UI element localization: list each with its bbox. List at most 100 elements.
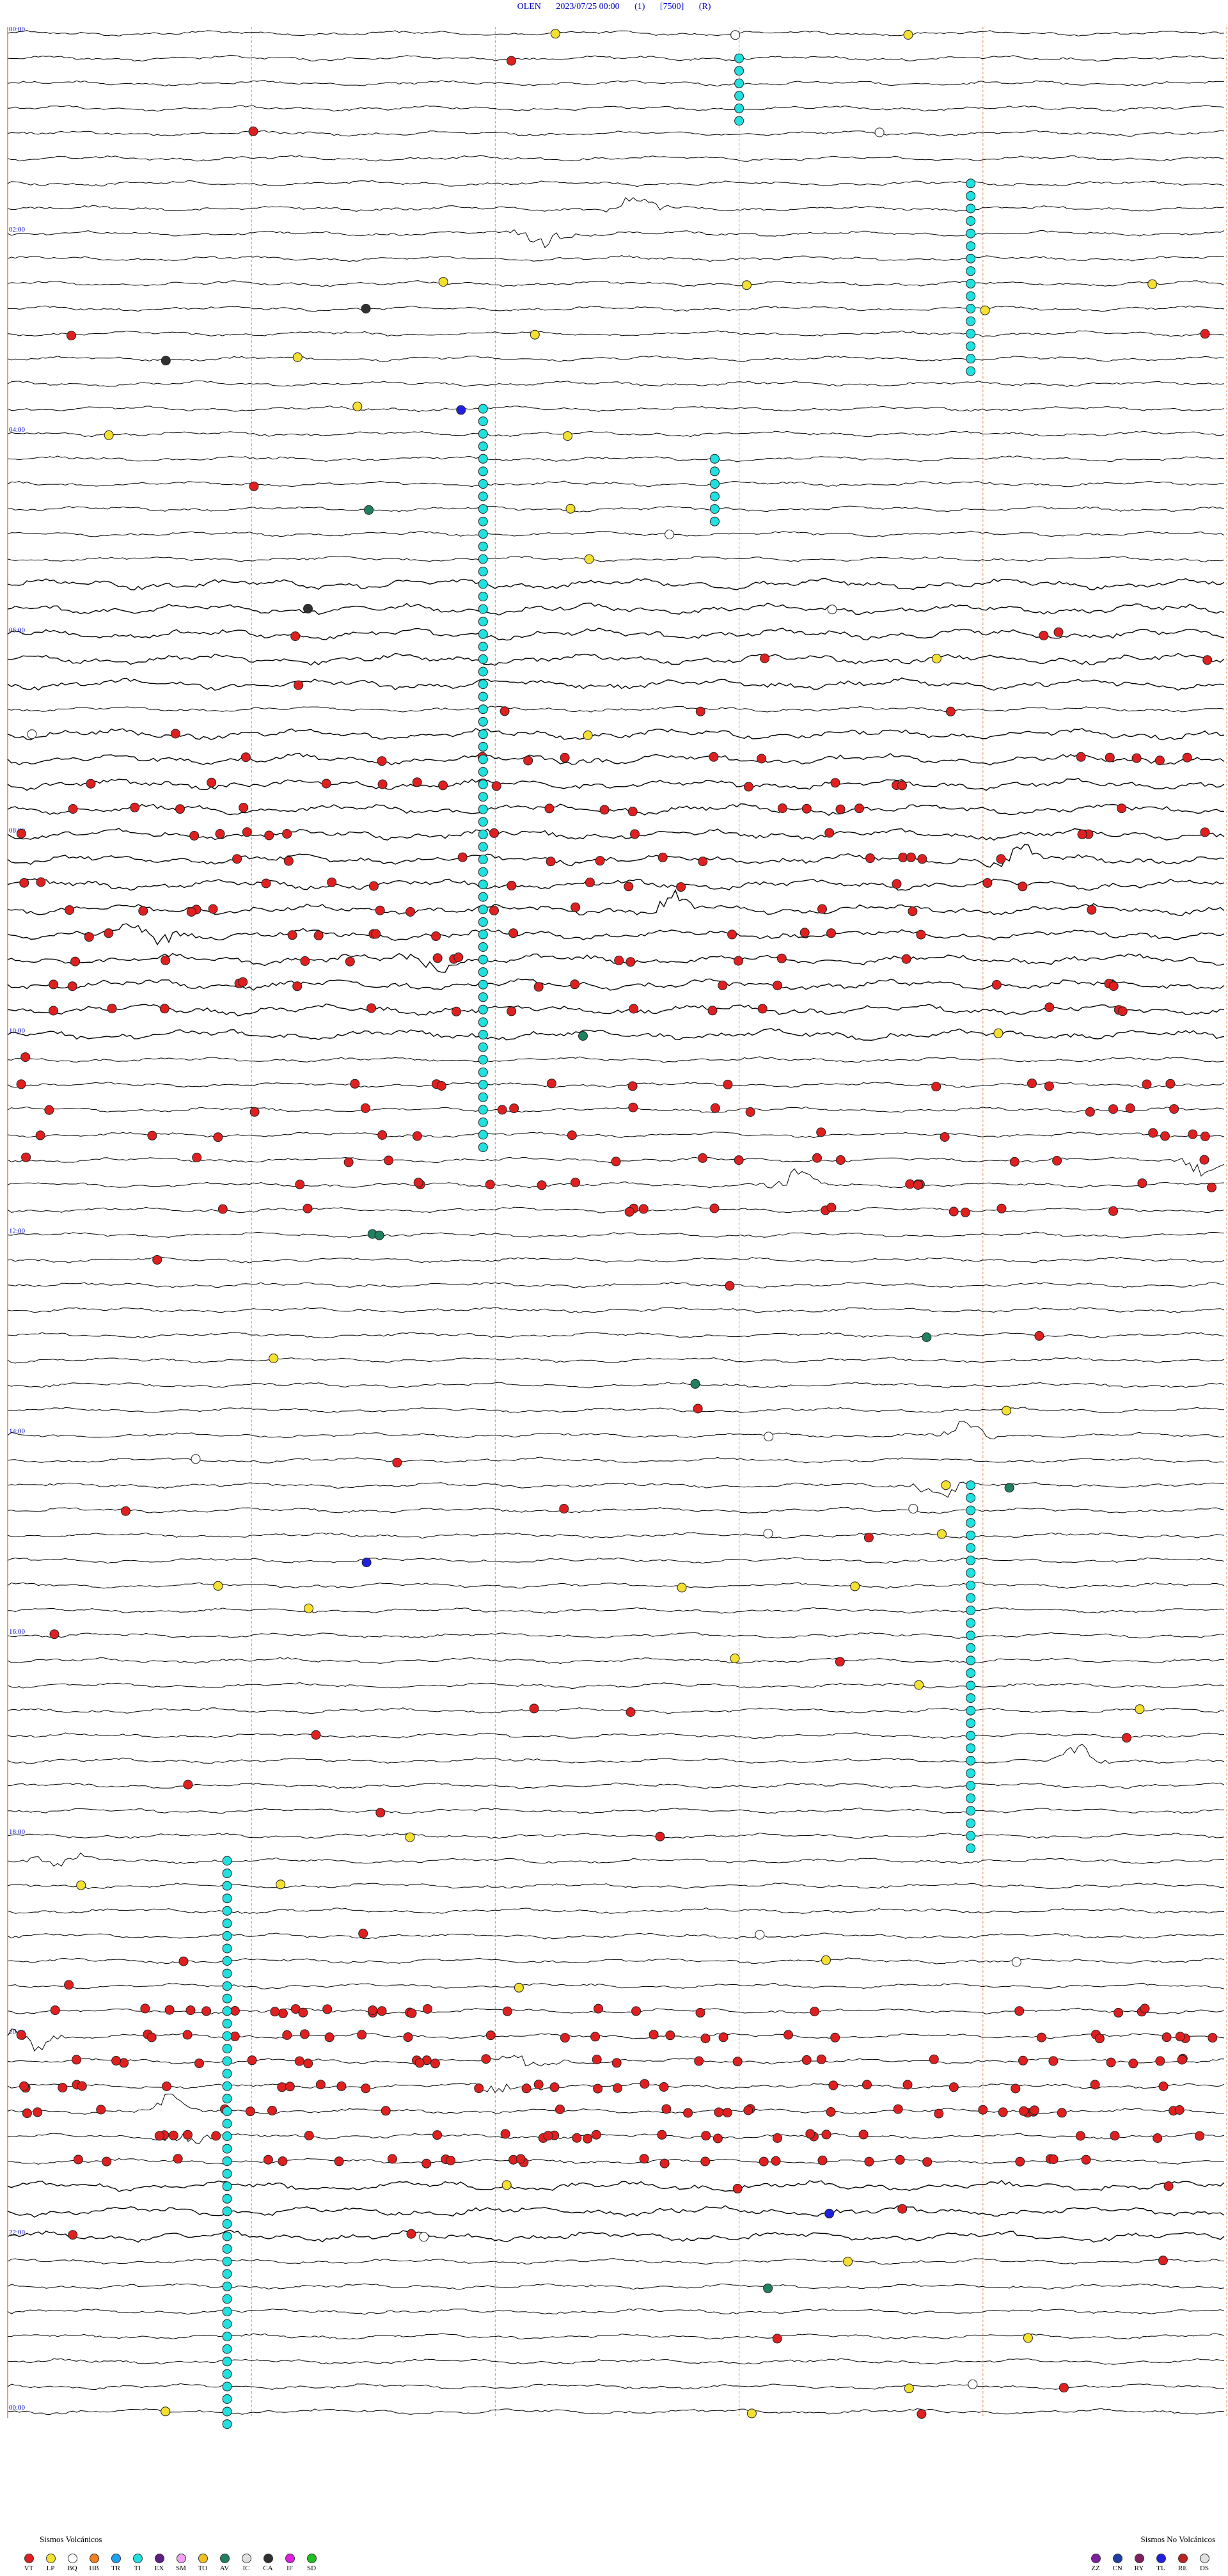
event-marker <box>584 554 594 564</box>
event-marker <box>1128 2058 1138 2069</box>
legend-swatch <box>111 2554 121 2563</box>
event-marker <box>371 929 381 939</box>
legend-label: SD <box>306 2564 317 2572</box>
event-marker <box>931 1082 941 1092</box>
chart-header: OLEN 2023/07/25 00:00 (1) [7500] (R) <box>0 0 1228 14</box>
event-marker <box>412 777 422 787</box>
event-marker <box>211 2131 221 2141</box>
event-marker <box>771 2156 781 2166</box>
event-marker <box>655 1831 665 1842</box>
event-marker <box>478 554 488 564</box>
event-marker <box>1029 2105 1039 2115</box>
seismic-trace <box>7 180 1225 187</box>
event-marker <box>759 2156 769 2167</box>
legend-item-vt: VT <box>18 2554 40 2572</box>
event-marker <box>421 2158 432 2169</box>
event-marker <box>1147 279 1158 289</box>
event-marker <box>147 1130 157 1141</box>
legend-swatch <box>219 2554 230 2563</box>
event-marker <box>478 679 488 690</box>
event-marker <box>194 2058 204 2069</box>
event-marker <box>966 203 976 214</box>
event-marker <box>478 404 488 414</box>
event-marker <box>68 804 78 814</box>
event-marker <box>1200 329 1210 339</box>
seismic-trace <box>7 105 1225 112</box>
event-marker <box>514 1982 524 1993</box>
event-marker <box>49 1006 58 1016</box>
event-marker <box>360 1103 370 1113</box>
event-marker <box>549 2082 560 2092</box>
legend-swatch <box>89 2554 99 2563</box>
event-marker <box>213 1581 223 1591</box>
event-marker <box>64 1980 74 1990</box>
event-marker <box>412 1131 422 1141</box>
event-marker <box>966 1743 976 1753</box>
event-marker <box>49 1629 59 1640</box>
event-marker <box>624 881 634 892</box>
event-marker <box>966 1693 976 1703</box>
event-marker <box>902 2080 913 2090</box>
seismic-trace <box>7 1932 1225 1940</box>
event-marker <box>966 1618 976 1628</box>
event-marker <box>1158 2256 1168 2266</box>
legend-swatch <box>1199 2554 1209 2563</box>
event-marker <box>966 291 976 301</box>
event-marker <box>1177 2055 1187 2065</box>
event-marker <box>543 2131 553 2141</box>
seismic-trace <box>7 1131 1225 1139</box>
event-marker <box>742 280 752 290</box>
event-marker <box>734 116 744 126</box>
seismic-trace <box>7 330 1225 337</box>
event-marker <box>361 2083 371 2094</box>
event-marker <box>478 516 488 526</box>
event-marker <box>140 2003 150 2014</box>
event-marker <box>478 1067 488 1077</box>
legend-item-av: AV <box>214 2554 235 2572</box>
event-marker <box>164 2005 175 2015</box>
event-marker <box>996 1203 1007 1213</box>
event-marker <box>1155 2056 1165 2066</box>
event-marker <box>772 2334 782 2344</box>
event-marker <box>222 1968 232 1979</box>
legend-item-bq: BQ <box>61 2554 83 2572</box>
event-marker <box>583 731 593 740</box>
event-marker <box>929 2054 939 2064</box>
event-marker <box>585 877 595 887</box>
event-marker <box>303 604 313 613</box>
event-marker <box>710 479 720 489</box>
event-marker <box>375 905 385 915</box>
event-marker <box>168 2130 178 2140</box>
event-marker <box>27 729 37 739</box>
event-marker <box>222 2244 232 2254</box>
seismic-trace <box>7 778 1225 791</box>
event-marker <box>755 1930 765 1940</box>
event-marker <box>276 1879 286 1890</box>
event-marker <box>1019 2106 1029 2116</box>
event-marker <box>507 1006 517 1016</box>
seismic-trace <box>7 1682 1225 1689</box>
event-marker <box>304 1603 313 1613</box>
event-marker <box>917 2409 927 2419</box>
event-marker <box>478 1118 488 1127</box>
event-marker <box>430 2058 440 2069</box>
event-marker <box>710 504 720 514</box>
event-marker <box>744 782 753 792</box>
event-marker <box>966 1755 976 1766</box>
event-marker <box>1125 1103 1135 1113</box>
event-marker <box>436 1081 446 1091</box>
event-marker <box>222 2181 232 2192</box>
event-marker <box>1195 2131 1204 2141</box>
event-marker <box>677 1583 687 1593</box>
event-marker <box>533 2080 544 2090</box>
event-marker <box>294 2056 304 2066</box>
event-marker <box>478 1030 488 1039</box>
event-marker <box>245 2106 255 2117</box>
event-marker <box>478 779 488 789</box>
seismic-trace <box>7 652 1225 666</box>
event-marker <box>966 216 976 226</box>
scale-label: [7500] <box>659 2 684 12</box>
event-marker <box>991 980 1002 990</box>
event-marker <box>489 906 499 915</box>
event-marker <box>22 2108 32 2119</box>
